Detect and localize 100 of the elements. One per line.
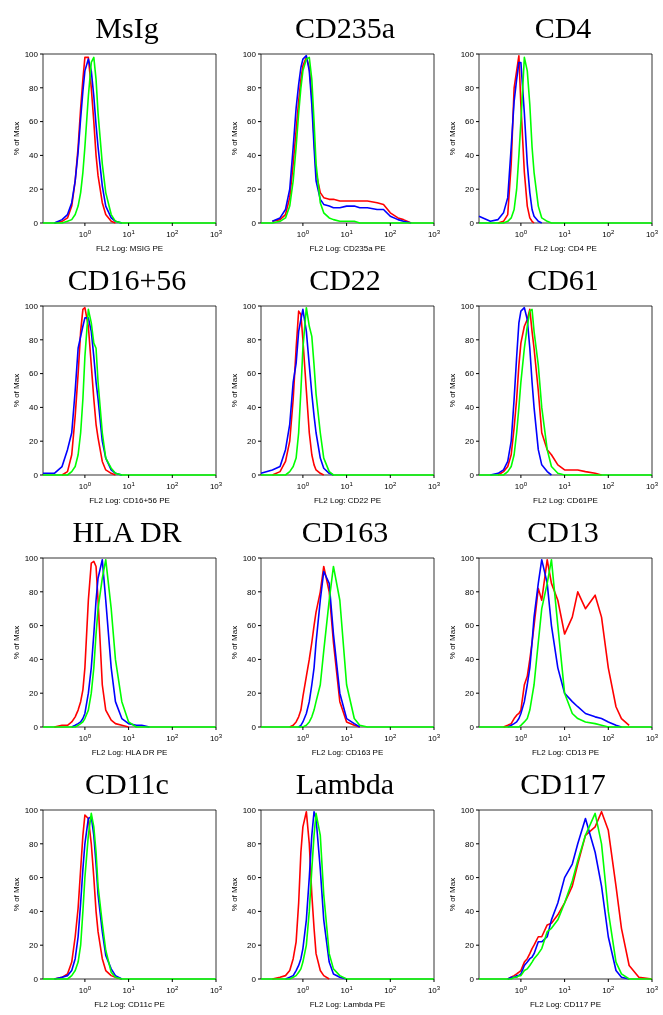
y-tick-label: 20 bbox=[247, 689, 257, 699]
x-axis-title: FL2 Log: MSIG PE bbox=[95, 244, 164, 253]
chart-title: CD235a bbox=[295, 11, 395, 44]
y-tick-label: 80 bbox=[29, 83, 39, 93]
x-tick-label: 10$^{1}$ bbox=[340, 985, 354, 995]
x-axis-title: FL2 Log: CD235a PE bbox=[309, 244, 386, 253]
y-axis-title: % of Max bbox=[447, 877, 457, 912]
chart-title: CD4 bbox=[534, 11, 592, 44]
y-tick-label: 60 bbox=[29, 369, 39, 379]
y-tick-label: 60 bbox=[465, 369, 475, 379]
y-tick-label: 20 bbox=[465, 689, 475, 699]
y-tick-label: 0 bbox=[33, 470, 39, 480]
y-tick-label: 80 bbox=[465, 83, 475, 93]
chart-title: CD117 bbox=[520, 767, 606, 800]
y-tick-label: 20 bbox=[247, 437, 257, 447]
y-axis-title: % of Max bbox=[11, 877, 21, 912]
x-tick-label: 10$^{2}$ bbox=[384, 733, 398, 743]
x-tick-label: 10$^{0}$ bbox=[78, 985, 92, 995]
y-tick-label: 20 bbox=[465, 941, 475, 951]
x-tick-label: 10$^{0}$ bbox=[514, 985, 528, 995]
x-tick-label: 10$^{1}$ bbox=[558, 229, 572, 239]
y-tick-label: 60 bbox=[465, 117, 475, 127]
x-tick-label: 10$^{2}$ bbox=[384, 229, 398, 239]
x-tick-label: 10$^{2}$ bbox=[384, 481, 398, 491]
x-tick-label: 10$^{3}$ bbox=[645, 985, 659, 995]
x-tick-label: 10$^{3}$ bbox=[427, 229, 441, 239]
x-tick-label: 10$^{1}$ bbox=[558, 481, 572, 491]
y-tick-label: 0 bbox=[251, 722, 257, 732]
y-tick-label: 60 bbox=[29, 117, 39, 127]
y-tick-label: 0 bbox=[33, 974, 39, 984]
x-tick-label: 10$^{2}$ bbox=[602, 481, 616, 491]
x-tick-label: 10$^{1}$ bbox=[122, 481, 136, 491]
y-tick-label: 80 bbox=[29, 335, 39, 345]
y-tick-label: 0 bbox=[469, 470, 475, 480]
x-tick-label: 10$^{2}$ bbox=[166, 229, 180, 239]
y-axis-title: % of Max bbox=[229, 625, 239, 660]
y-tick-label: 100 bbox=[242, 553, 257, 563]
y-tick-label: 80 bbox=[247, 335, 257, 345]
y-axis-title: % of Max bbox=[229, 373, 239, 408]
y-tick-label: 100 bbox=[242, 805, 257, 815]
x-axis-title: FL2 Log: HLA DR PE bbox=[91, 748, 168, 757]
y-tick-label: 40 bbox=[29, 655, 39, 665]
y-tick-label: 100 bbox=[460, 301, 475, 311]
x-tick-label: 10$^{2}$ bbox=[602, 229, 616, 239]
y-tick-label: 60 bbox=[465, 621, 475, 631]
y-tick-label: 20 bbox=[29, 185, 39, 195]
y-axis-title: % of Max bbox=[11, 121, 21, 156]
x-tick-label: 10$^{3}$ bbox=[209, 985, 223, 995]
x-tick-label: 10$^{3}$ bbox=[209, 733, 223, 743]
y-tick-label: 80 bbox=[247, 587, 257, 597]
y-tick-label: 40 bbox=[465, 403, 475, 413]
x-tick-label: 10$^{0}$ bbox=[296, 733, 310, 743]
y-tick-label: 20 bbox=[247, 941, 257, 951]
y-tick-label: 20 bbox=[465, 185, 475, 195]
y-tick-label: 80 bbox=[29, 839, 39, 849]
x-tick-label: 10$^{1}$ bbox=[340, 481, 354, 491]
x-tick-label: 10$^{1}$ bbox=[122, 229, 136, 239]
x-tick-label: 10$^{3}$ bbox=[645, 229, 659, 239]
y-tick-label: 0 bbox=[33, 722, 39, 732]
x-tick-label: 10$^{3}$ bbox=[645, 733, 659, 743]
chart-title: CD16+56 bbox=[67, 263, 187, 296]
x-tick-label: 10$^{2}$ bbox=[602, 985, 616, 995]
y-tick-label: 60 bbox=[247, 369, 257, 379]
chart-title: CD22 bbox=[309, 263, 381, 296]
x-axis-title: FL2 Log: CD61PE bbox=[533, 496, 598, 505]
y-tick-label: 100 bbox=[24, 553, 39, 563]
y-tick-label: 0 bbox=[469, 218, 475, 228]
x-tick-label: 10$^{2}$ bbox=[166, 481, 180, 491]
x-tick-label: 10$^{0}$ bbox=[78, 733, 92, 743]
chart-title: CD61 bbox=[527, 263, 599, 296]
y-tick-label: 0 bbox=[251, 470, 257, 480]
x-tick-label: 10$^{0}$ bbox=[514, 733, 528, 743]
y-tick-label: 100 bbox=[460, 805, 475, 815]
y-tick-label: 40 bbox=[247, 655, 257, 665]
x-axis-title: FL2 Log: CD4 PE bbox=[534, 244, 597, 253]
y-tick-label: 100 bbox=[460, 553, 475, 563]
y-tick-label: 40 bbox=[465, 151, 475, 161]
x-tick-label: 10$^{0}$ bbox=[296, 985, 310, 995]
chart-title: CD163 bbox=[301, 515, 389, 548]
y-tick-label: 40 bbox=[247, 151, 257, 161]
y-tick-label: 60 bbox=[465, 873, 475, 883]
y-axis-title: % of Max bbox=[229, 121, 239, 156]
y-tick-label: 100 bbox=[24, 805, 39, 815]
chart-title: CD13 bbox=[527, 515, 599, 548]
x-tick-label: 10$^{0}$ bbox=[78, 229, 92, 239]
y-tick-label: 20 bbox=[29, 437, 39, 447]
x-tick-label: 10$^{3}$ bbox=[209, 481, 223, 491]
x-tick-label: 10$^{2}$ bbox=[602, 733, 616, 743]
x-tick-label: 10$^{1}$ bbox=[122, 985, 136, 995]
y-tick-label: 60 bbox=[247, 621, 257, 631]
y-tick-label: 80 bbox=[465, 839, 475, 849]
y-tick-label: 40 bbox=[29, 151, 39, 161]
y-tick-label: 80 bbox=[465, 587, 475, 597]
x-tick-label: 10$^{1}$ bbox=[122, 733, 136, 743]
x-tick-label: 10$^{0}$ bbox=[514, 229, 528, 239]
y-tick-label: 100 bbox=[242, 301, 257, 311]
x-tick-label: 10$^{0}$ bbox=[514, 481, 528, 491]
y-tick-label: 20 bbox=[465, 437, 475, 447]
x-tick-label: 10$^{3}$ bbox=[427, 481, 441, 491]
chart-title: CD11c bbox=[85, 767, 169, 800]
